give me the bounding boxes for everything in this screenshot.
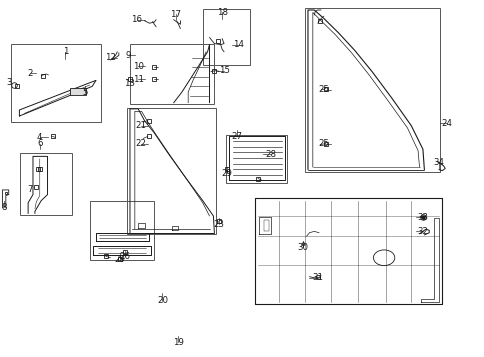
Bar [70, 88, 86, 95]
Text: 12: 12 [105, 53, 116, 62]
Text: 6: 6 [37, 139, 43, 148]
Text: 11: 11 [133, 75, 143, 84]
Text: 24: 24 [441, 119, 452, 128]
Text: 16: 16 [131, 15, 142, 24]
Text: 32: 32 [417, 227, 427, 236]
Text: 29: 29 [115, 255, 125, 265]
Bar [304, 8, 439, 172]
Text: 25: 25 [318, 139, 329, 148]
Text: 7: 7 [27, 185, 33, 195]
Text: 3: 3 [6, 77, 12, 87]
Text: 17: 17 [170, 10, 181, 19]
Text: 14: 14 [233, 40, 243, 49]
Text: 9: 9 [125, 51, 131, 60]
Text: 18: 18 [216, 8, 227, 17]
Bar [127, 108, 215, 234]
Text: 26: 26 [120, 252, 130, 261]
Text: 29: 29 [221, 169, 232, 178]
Bar [202, 9, 249, 65]
Text: 28: 28 [265, 150, 275, 159]
Bar [90, 201, 154, 260]
Text: 1: 1 [62, 47, 68, 56]
Bar [11, 44, 101, 122]
Text: 33: 33 [417, 212, 427, 222]
Text: 2: 2 [27, 69, 33, 78]
Bar [20, 153, 72, 215]
Text: 10: 10 [133, 61, 143, 71]
Text: 13: 13 [124, 79, 135, 89]
Bar [225, 135, 287, 183]
Text: 27: 27 [231, 132, 242, 141]
Text: 21: 21 [135, 121, 146, 130]
Text: 23: 23 [213, 220, 224, 229]
Bar [130, 44, 214, 104]
Text: 5: 5 [82, 88, 88, 97]
Text: 25: 25 [318, 85, 329, 95]
Text: 22: 22 [135, 139, 146, 148]
Text: 31: 31 [312, 273, 322, 282]
Text: 19: 19 [173, 337, 183, 347]
Text: 30: 30 [297, 242, 308, 252]
Text: 20: 20 [157, 296, 167, 305]
Text: 4: 4 [37, 133, 43, 142]
Text: 8: 8 [1, 202, 7, 212]
Text: 34: 34 [433, 158, 443, 167]
Text: 15: 15 [218, 66, 229, 75]
